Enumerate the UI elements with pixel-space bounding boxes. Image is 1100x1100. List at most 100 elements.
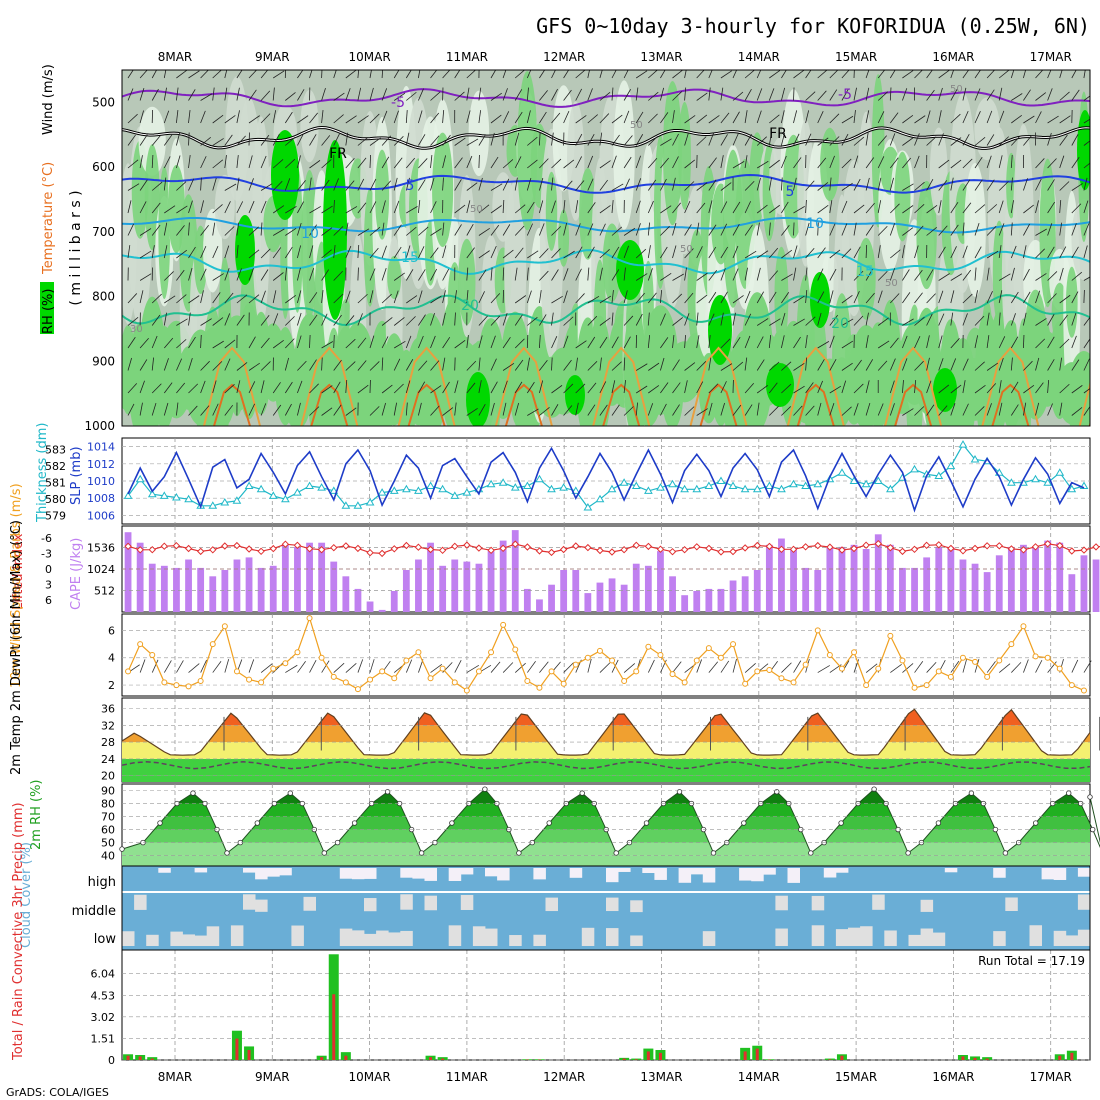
wind-barb (151, 245, 155, 259)
wind-barb (635, 87, 639, 101)
cape-bar (765, 544, 773, 612)
surface-wind-barb (297, 660, 306, 673)
wind-barb (756, 204, 768, 214)
cape-bar (741, 576, 749, 612)
wind-barb (962, 133, 970, 146)
wind-barb (865, 202, 875, 214)
wind-barb (998, 70, 1010, 79)
wind-barb (127, 88, 134, 101)
wind-barb (272, 87, 275, 101)
wind-barb (514, 89, 523, 101)
wind-barb (575, 268, 582, 281)
wind-barb (466, 70, 477, 79)
wind-barb (381, 268, 387, 281)
thickness-point (571, 486, 581, 494)
wind-barb (902, 137, 914, 146)
wind-barb (950, 358, 957, 371)
wind-barb (127, 183, 140, 191)
wind-barb (406, 295, 418, 304)
wind-barb (647, 268, 653, 281)
wind-barb (696, 202, 706, 214)
wind-barb (793, 336, 801, 349)
wind-barb (297, 180, 306, 191)
wind-barb (248, 268, 254, 281)
wind-barb (1083, 245, 1088, 259)
wind-barb (539, 223, 545, 236)
wind-barb (599, 357, 602, 371)
rh-wet-cell (616, 240, 644, 300)
wind-barb (357, 157, 367, 169)
cloud-high-cell (485, 868, 498, 877)
wind-barb (442, 245, 447, 259)
cape-bar (281, 544, 289, 612)
wind-barb (744, 290, 751, 304)
thickness-point (837, 468, 847, 476)
rh-point (968, 790, 975, 796)
wind-barb (224, 134, 233, 146)
cape-tick: 1536 (87, 542, 115, 555)
wind-barb (623, 380, 626, 394)
wind-barb (151, 181, 163, 191)
wind-barb (248, 132, 250, 146)
wind-barb (418, 381, 426, 394)
precip-conv-bar (441, 1058, 445, 1060)
rh-wet-cell (1077, 110, 1090, 190)
cloud-high-cell (618, 868, 631, 872)
wind-barb (623, 135, 633, 146)
cape-bar (814, 570, 822, 612)
wind-barb (393, 402, 398, 416)
surface-wind-barb (502, 662, 514, 673)
wind-barb (272, 133, 280, 146)
wind-barb (902, 318, 914, 326)
wind-barb (297, 402, 301, 416)
rh-mid-cell (856, 237, 876, 320)
wind-barb (902, 115, 914, 124)
wind-barb (865, 359, 874, 371)
wind-barb (236, 380, 241, 394)
pressure-tick: 600 (92, 160, 115, 174)
wind-barb (720, 338, 731, 349)
cloud-low-cell (388, 932, 401, 946)
wind-barb (648, 385, 660, 394)
wind-barb (454, 312, 456, 326)
wind-barb (769, 406, 779, 416)
cape-bar (644, 565, 652, 612)
rh-point (1002, 850, 1009, 856)
cloud-low-cell (920, 928, 934, 946)
wind-barb (914, 316, 925, 326)
cloud-high-cell (751, 868, 764, 882)
wind-barb (926, 89, 935, 101)
wind-barb (430, 295, 442, 304)
wind-barb (684, 267, 687, 281)
wind-barb (708, 291, 717, 304)
cloud-mid-cell (1077, 894, 1091, 910)
wind-barb (478, 250, 490, 259)
wind-barb (1023, 360, 1033, 371)
wind-barb (297, 245, 302, 259)
wind-speed-point (246, 676, 253, 683)
wind-barb (744, 313, 752, 326)
wind-barb (793, 206, 805, 214)
surface-wind-barb (224, 658, 230, 673)
cape-bar (124, 532, 132, 612)
lifted-index-point (160, 542, 169, 550)
lifted-index-point (729, 547, 737, 556)
cloud-high-cell (739, 868, 752, 881)
wind-barb (587, 70, 590, 79)
wind-barb (1059, 402, 1063, 416)
wind-barb (587, 246, 595, 259)
wind-barb (1083, 95, 1090, 101)
wind-barb (962, 380, 966, 394)
temp-series (121, 708, 1091, 756)
wind-barb (430, 155, 433, 169)
lifted-index-point (886, 543, 895, 552)
temperature-legend-label: Temperature (°C) (41, 162, 56, 275)
wind-barb (902, 70, 914, 79)
thickness-point (910, 464, 919, 473)
wind-barb (575, 133, 583, 146)
cloud-high-cell (606, 868, 619, 883)
wind-speed-point (899, 657, 906, 664)
wind-barb (1010, 200, 1014, 214)
thickness-point (281, 494, 290, 503)
